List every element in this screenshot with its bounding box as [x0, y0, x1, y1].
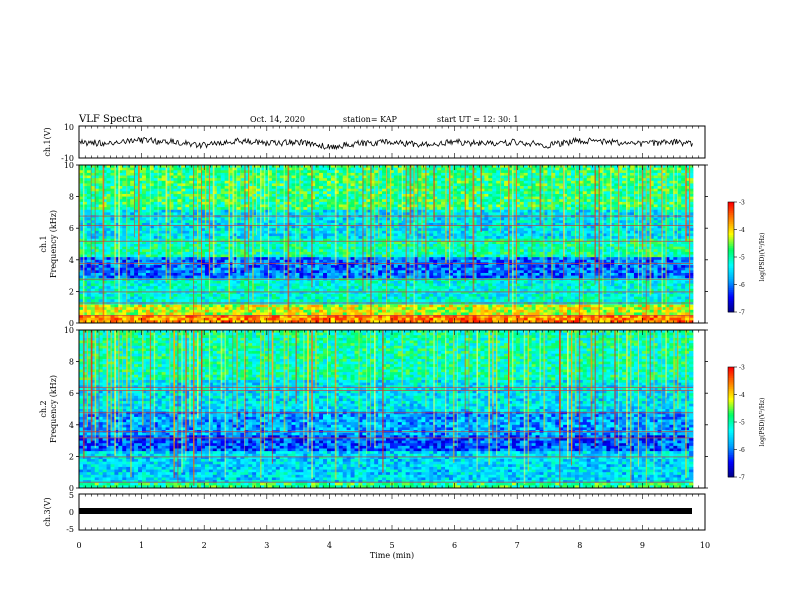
ch1-ytick-bottom: -10	[61, 154, 74, 163]
x-tick-label: 9	[640, 541, 645, 550]
ch1-colorbar-label: log(PSD)(V²/Hz)	[759, 233, 766, 282]
x-tick-label: 5	[389, 541, 394, 550]
x-axis-ticks: 0 1 2 3 4 5 6 7 8 9 10	[76, 126, 710, 550]
ch3-waveform-band	[79, 508, 692, 514]
x-tick-label: 4	[327, 541, 332, 550]
ch2-colorbar-tick-label: -3	[739, 365, 745, 372]
ch2-spec-ytick-label: 0	[69, 484, 74, 493]
ch3-waveform-panel: 5 0 -5 ch.3(V)	[43, 491, 706, 534]
ch2-spec-ytick-label: 4	[69, 421, 74, 430]
ch1-colorbar: -3 -4 -5 -6 -7 log(PSD)(V²/Hz)	[727, 200, 766, 317]
date-label: Oct. 14, 2020	[250, 115, 305, 124]
ch3-ytick-bottom: -5	[66, 525, 74, 534]
ch2-colorbar-tick-label: -5	[739, 420, 745, 427]
start-ut-label: start UT = 12: 30: 1	[437, 115, 518, 124]
ch2-ylabel-line2: Frequency (kHz)	[49, 375, 58, 443]
station-label: station= KAP	[343, 115, 398, 124]
ch1-spec-ytick-label: 6	[69, 224, 74, 233]
ch2-spec-ytick-label: 6	[69, 389, 74, 398]
ch1-waveform-line	[78, 136, 693, 151]
x-tick-label: 1	[139, 541, 144, 550]
ch2-ylabel-line1: ch.2	[39, 400, 48, 417]
x-tick-label: 8	[577, 541, 582, 550]
ch1-spec-ytick-label: 0	[69, 319, 74, 328]
ch2-colorbar-tick-label: -6	[739, 447, 745, 454]
x-tick-label: 6	[452, 541, 457, 550]
x-tick-label: 3	[264, 541, 269, 550]
x-tick-label: 7	[515, 541, 520, 550]
ch2-colorbar-tick-label: -4	[739, 392, 745, 399]
ch2-spec-ytick-label: 8	[69, 358, 74, 367]
x-tick-label: 10	[700, 541, 710, 550]
ch2-colorbar: -3 -4 -5 -6 -7 log(PSD)(V²/Hz)	[727, 365, 766, 482]
ch2-colorbar-tick-label: -7	[739, 475, 745, 482]
ch3-ytick-top: 5	[69, 491, 74, 500]
x-axis-label: Time (min)	[370, 551, 414, 560]
ch3-ytick-mid: 0	[69, 508, 74, 517]
ch1-spec-ytick-label: 4	[69, 256, 74, 265]
x-tick-label: 2	[202, 541, 207, 550]
ch2-spectrogram-image	[79, 330, 694, 489]
ch1-colorbar-tick-label: -6	[739, 282, 745, 289]
figure-title: VLF Spectra	[78, 114, 143, 125]
ch1-ylabel-line1: ch.1	[39, 235, 48, 252]
ch1-colorbar-tick-label: -4	[739, 227, 745, 234]
ch1-spectrogram-image	[79, 165, 694, 324]
ch1-spec-ytick-label: 2	[69, 287, 74, 296]
ch1-spec-ytick-label: 10	[64, 161, 74, 170]
x-tick-label: 0	[76, 541, 81, 550]
ch1-ytick-top: 10	[64, 123, 74, 132]
ch1-spec-ytick-label: 8	[69, 193, 74, 202]
ch2-colorbar-label: log(PSD)(V²/Hz)	[759, 398, 766, 447]
ch1-waveform-panel: 10 -10 ch.1(V)	[43, 123, 706, 163]
ch2-spectrogram-panel: 0 2 4 6 8 10 ch.2 Frequency (kHz)	[39, 326, 708, 493]
ch1-spectrogram-panel: 0 2 4 6 8 10 ch.1 Frequency (kHz)	[39, 161, 708, 328]
ch1-colorbar-tick-label: -7	[739, 310, 745, 317]
ch3-ylabel: ch.3(V)	[43, 497, 52, 526]
ch1-ylabel: ch.1(V)	[43, 127, 52, 156]
ch1-ylabel-line2: Frequency (kHz)	[49, 210, 58, 278]
ch2-spec-ytick-label: 2	[69, 452, 74, 461]
ch1-colorbar-tick-label: -3	[739, 200, 745, 207]
ch1-colorbar-tick-label: -5	[739, 255, 745, 262]
ch2-spec-ytick-label: 10	[64, 326, 74, 335]
